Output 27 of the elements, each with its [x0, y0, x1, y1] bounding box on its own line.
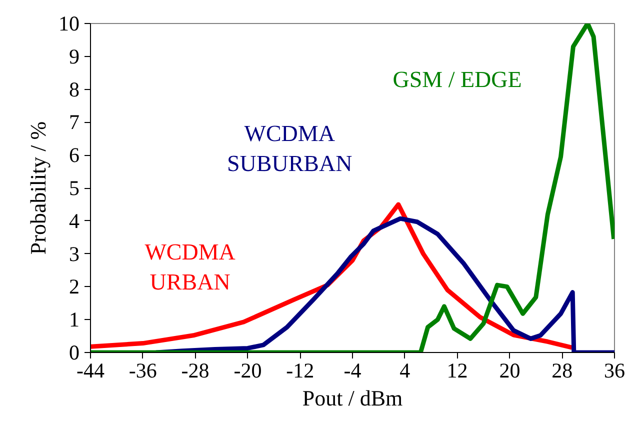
x-tick-label: -20 [234, 358, 262, 382]
x-tick-label: -36 [128, 358, 157, 382]
y-tick-label: 7 [69, 110, 80, 134]
x-axis-title: Pout / dBm [302, 386, 403, 410]
x-tick-label: 36 [604, 358, 625, 382]
y-tick-label: 10 [58, 12, 80, 36]
series-label: WCDMA URBAN [144, 239, 236, 294]
y-tick-label: 6 [69, 143, 80, 168]
y-tick-label: 5 [69, 176, 80, 200]
series-label: GSM / EDGE [392, 66, 522, 92]
y-tick-label: 3 [69, 242, 80, 266]
text: WCDMA SUBURBAN [226, 121, 353, 176]
x-tick-label: -28 [181, 358, 210, 382]
x-tick-label: 4 [400, 358, 411, 382]
y-tick-label: 2 [69, 274, 80, 299]
x-tick-label: -44 [76, 358, 105, 382]
x-tick-label: -12 [286, 358, 314, 382]
x-tick-label: 12 [446, 358, 468, 382]
y-tick-label: 0 [69, 340, 80, 364]
x-tick-label: 20 [499, 358, 520, 382]
y-axis-title: Probability / % [26, 121, 50, 255]
x-tick-label: 28 [552, 358, 573, 382]
x-tick-label: -4 [344, 358, 362, 382]
y-tick-label: 9 [69, 44, 80, 68]
y-tick-label: 4 [69, 208, 80, 233]
y-tick-label: 8 [69, 77, 80, 102]
y-tick-label: 1 [69, 308, 80, 332]
